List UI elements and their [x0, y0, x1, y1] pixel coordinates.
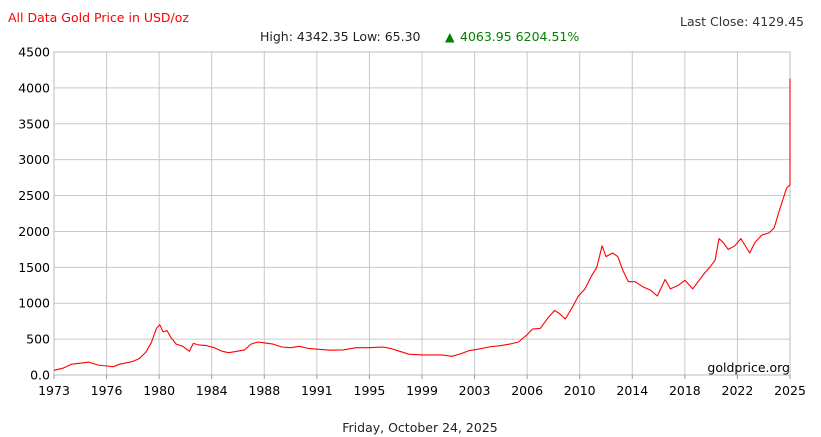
x-axis: 1973 1976 1980 1984 1988 1991 1995 1999 2003 2006…	[38, 375, 806, 398]
x-tick-label: 2018	[669, 383, 701, 398]
high-low-label: High: 4342.35 Low: 65.30	[260, 29, 421, 44]
y-tick-label: 500	[26, 332, 50, 347]
y-tick-label: 1000	[18, 296, 50, 311]
x-tick-label: 1995	[354, 383, 386, 398]
y-tick-label: 1500	[18, 260, 50, 275]
y-tick-label: 0.0	[30, 368, 50, 383]
chart-title: All Data Gold Price in USD/oz	[8, 10, 189, 25]
change-arrow-icon: ▲	[445, 29, 455, 44]
change-label: 4063.95 6204.51%	[460, 29, 579, 44]
x-tick-label: 1973	[38, 383, 70, 398]
last-close-label: Last Close: 4129.45	[680, 14, 804, 29]
x-tick-label: 1976	[91, 383, 123, 398]
grid	[53, 51, 791, 376]
y-tick-label: 2000	[18, 224, 50, 239]
x-tick-label: 2006	[511, 383, 543, 398]
date-label: Friday, October 24, 2025	[342, 420, 498, 435]
y-axis: 0.0 500 1000 1500 2000 2500 3000 3500 4000 4500	[18, 45, 50, 383]
x-tick-label: 2010	[564, 383, 596, 398]
x-tick-label: 1991	[301, 383, 333, 398]
x-tick-label: 2022	[722, 383, 754, 398]
x-tick-label: 2025	[774, 383, 806, 398]
x-tick-label: 1999	[406, 383, 438, 398]
x-tick-label: 1980	[143, 383, 175, 398]
y-tick-label: 2500	[18, 188, 50, 203]
y-tick-label: 4500	[18, 45, 50, 60]
x-tick-label: 2014	[616, 383, 648, 398]
x-tick-label: 1988	[248, 383, 280, 398]
y-tick-label: 4000	[18, 80, 50, 95]
x-tick-label: 2003	[459, 383, 491, 398]
y-tick-label: 3000	[18, 152, 50, 167]
y-tick-label: 3500	[18, 116, 50, 131]
gold-price-line	[53, 78, 791, 371]
x-tick-label: 1984	[196, 383, 228, 398]
watermark: goldprice.org	[707, 360, 790, 375]
